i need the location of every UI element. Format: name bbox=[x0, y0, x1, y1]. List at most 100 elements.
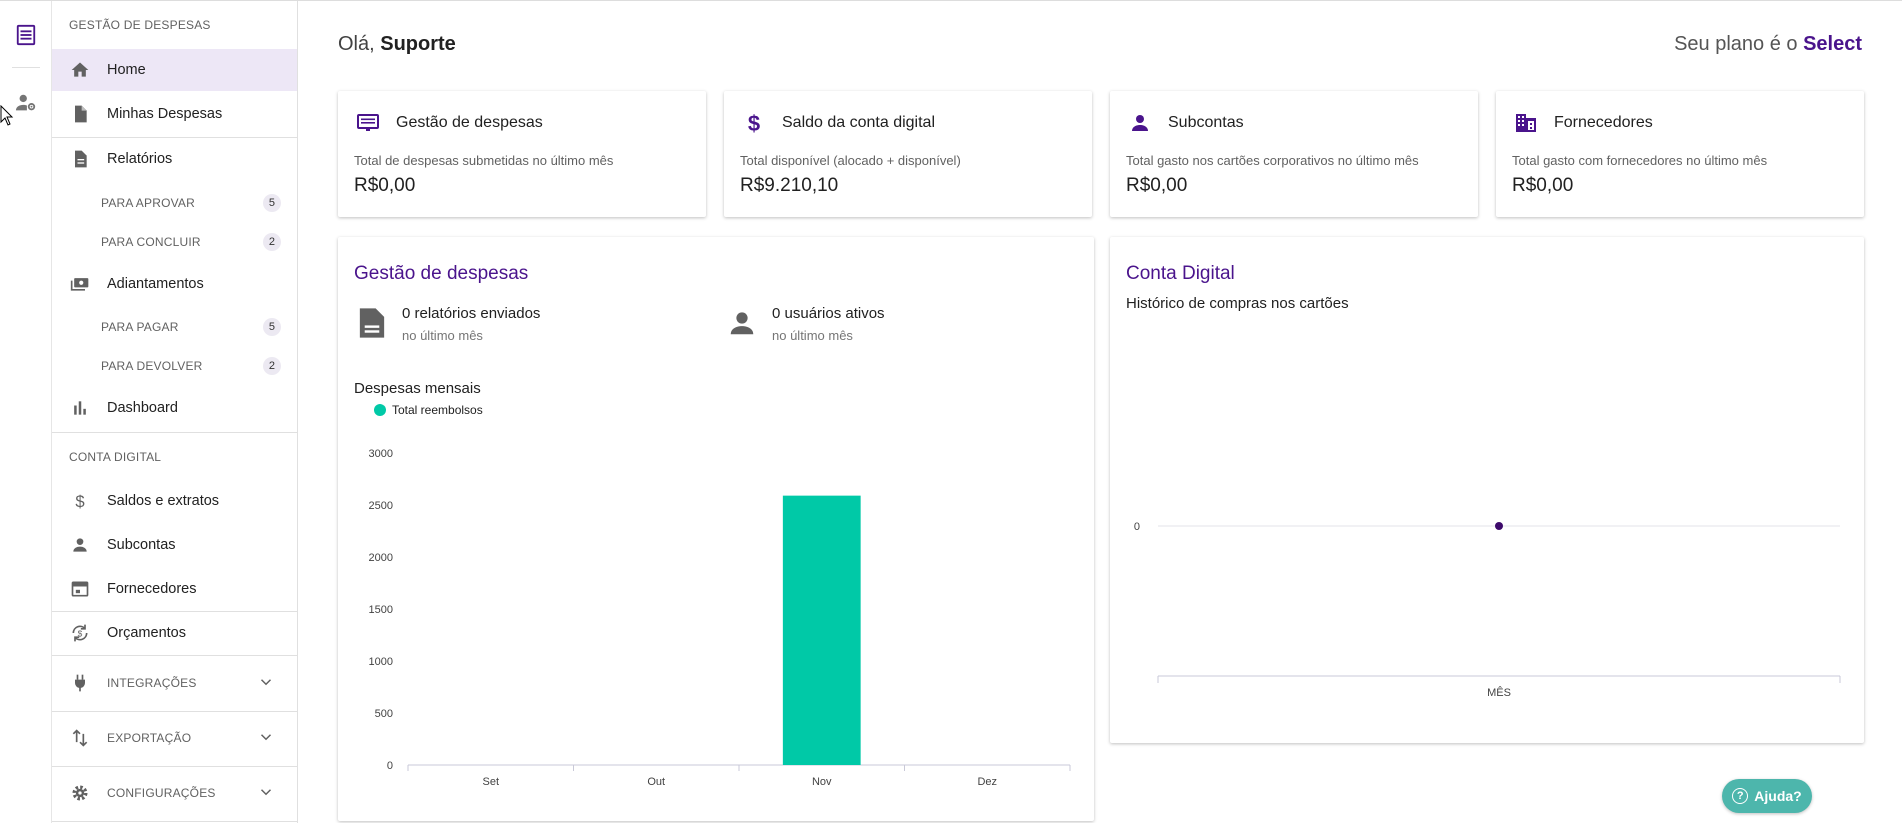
report-icon bbox=[354, 305, 390, 341]
sidebar-subitem-label: PARA DEVOLVER bbox=[101, 359, 203, 373]
sidebar-group-export[interactable]: EXPORTAÇÃO bbox=[52, 715, 297, 761]
person-icon bbox=[69, 534, 91, 556]
stat-card-expenses[interactable]: Gestão de despesas Total de despesas sub… bbox=[338, 91, 706, 217]
sidebar-subitem-label: PARA CONCLUIR bbox=[101, 235, 201, 249]
count-badge: 5 bbox=[263, 194, 281, 212]
data-point[interactable] bbox=[1495, 522, 1503, 530]
digital-panel: Conta Digital Histórico de compras nos c… bbox=[1110, 237, 1864, 743]
bar-chart-icon bbox=[69, 397, 91, 419]
sidebar-item-label: Saldos e extratos bbox=[107, 493, 220, 509]
sidebar-subitem-to-approve[interactable]: PARA APROVAR 5 bbox=[52, 185, 297, 221]
svg-text:$: $ bbox=[78, 628, 83, 638]
mouse-cursor-icon bbox=[0, 104, 14, 132]
sidebar-item-label: Relatórios bbox=[107, 151, 173, 167]
sidebar-item-dashboard[interactable]: Dashboard bbox=[52, 387, 297, 429]
y-tick-label: 3000 bbox=[369, 448, 393, 460]
sidebar-group-label: INTEGRAÇÕES bbox=[107, 676, 197, 690]
x-tick-label: Set bbox=[482, 776, 499, 788]
sidebar-subitem-to-return[interactable]: PARA DEVOLVER 2 bbox=[52, 348, 297, 384]
sidebar-item-label: Adiantamentos bbox=[107, 276, 204, 292]
chevron-down-icon bbox=[257, 728, 275, 749]
stat-card-subaccounts[interactable]: Subcontas Total gasto nos cartões corpor… bbox=[1110, 91, 1478, 217]
svg-text:$: $ bbox=[748, 111, 760, 135]
sidebar-item-subaccounts[interactable]: Subcontas bbox=[52, 524, 297, 566]
sidebar-item-label: Orçamentos bbox=[107, 625, 186, 641]
sidebar-subitem-label: PARA APROVAR bbox=[101, 196, 195, 210]
stat-card-desc: Total de despesas submetidas no último m… bbox=[354, 153, 614, 168]
sidebar-group-settings[interactable]: CONFIGURAÇÕES bbox=[52, 770, 297, 816]
help-button[interactable]: ? Ajuda? bbox=[1722, 779, 1812, 813]
sidebar-divider bbox=[52, 655, 297, 656]
building-icon bbox=[1514, 111, 1538, 135]
person-icon bbox=[1128, 111, 1152, 135]
sidebar-item-reports[interactable]: Relatórios bbox=[52, 138, 297, 180]
sidebar-item-my-expenses[interactable]: Minhas Despesas bbox=[52, 93, 297, 135]
greeting-prefix: Olá, bbox=[338, 33, 375, 55]
y-tick-label: 1000 bbox=[369, 656, 393, 668]
sidebar-subitem-to-finish[interactable]: PARA CONCLUIR 2 bbox=[52, 224, 297, 260]
active-users-count: 0 usuários ativos bbox=[772, 305, 885, 322]
sidebar-item-label: Home bbox=[107, 62, 146, 78]
budget-cycle-icon: $ bbox=[69, 622, 91, 644]
reports-sent-metric: 0 relatórios enviados no último mês bbox=[354, 305, 540, 343]
stat-card-value: R$0,00 bbox=[1512, 175, 1574, 196]
person-icon bbox=[724, 305, 760, 341]
plan-prefix: Seu plano é o bbox=[1674, 33, 1798, 55]
help-label: Ajuda? bbox=[1754, 788, 1802, 804]
sidebar-subitem-to-pay[interactable]: PARA PAGAR 5 bbox=[52, 309, 297, 345]
monthly-expenses-chart: Total reembolsos 0 500 1000 1500 2000 2500 3000… bbox=[369, 403, 1071, 788]
x-tick-label: Nov bbox=[812, 776, 832, 788]
rail-divider bbox=[12, 67, 40, 68]
app-rail bbox=[0, 1, 52, 823]
sidebar-section-expenses: GESTÃO DE DESPESAS bbox=[69, 18, 211, 32]
user-settings-icon[interactable] bbox=[10, 87, 42, 119]
plan-info: Seu plano é o Select bbox=[1674, 33, 1862, 56]
sidebar-item-home[interactable]: Home bbox=[52, 49, 297, 91]
sidebar-divider bbox=[52, 432, 297, 433]
greeting: Olá, Suporte bbox=[338, 33, 456, 56]
gear-icon bbox=[69, 782, 91, 804]
stat-card-desc: Total gasto com fornecedores no último m… bbox=[1512, 153, 1768, 168]
stat-card-title: Fornecedores bbox=[1554, 114, 1653, 131]
sidebar-item-label: Dashboard bbox=[107, 400, 178, 416]
chevron-down-icon bbox=[257, 783, 275, 804]
digital-panel-subtitle: Histórico de compras nos cartões bbox=[1126, 295, 1349, 312]
sidebar-item-label: Fornecedores bbox=[107, 581, 197, 597]
stat-card-desc: Total disponível (alocado + disponível) bbox=[740, 153, 961, 168]
y-tick-label: 0 bbox=[1134, 521, 1140, 533]
active-users-metric: 0 usuários ativos no último mês bbox=[724, 305, 885, 343]
sidebar-divider bbox=[52, 711, 297, 712]
stat-card-balance[interactable]: $ Saldo da conta digital Total disponível… bbox=[724, 91, 1092, 217]
sidebar-item-balances[interactable]: $ Saldos e extratos bbox=[52, 480, 297, 522]
dollar-icon: $ bbox=[742, 111, 766, 135]
stat-card-title: Gestão de despesas bbox=[396, 114, 543, 131]
digital-panel-title: Conta Digital bbox=[1126, 263, 1235, 284]
sidebar-item-suppliers[interactable]: Fornecedores bbox=[52, 568, 297, 610]
legend-marker[interactable] bbox=[374, 404, 386, 416]
file-icon bbox=[69, 103, 91, 125]
stat-card-title: Subcontas bbox=[1168, 114, 1244, 131]
sidebar-divider bbox=[52, 611, 297, 612]
report-icon bbox=[69, 148, 91, 170]
user-name: Suporte bbox=[380, 33, 456, 55]
sidebar-item-advances[interactable]: Adiantamentos bbox=[52, 263, 297, 305]
legend-label[interactable]: Total reembolsos bbox=[392, 403, 483, 417]
stat-card-suppliers[interactable]: Fornecedores Total gasto com fornecedore… bbox=[1496, 91, 1864, 217]
question-icon: ? bbox=[1732, 788, 1749, 804]
stat-card-value: R$0,00 bbox=[1126, 175, 1188, 196]
sidebar-group-integrations[interactable]: INTEGRAÇÕES bbox=[52, 660, 297, 706]
monthly-chart-title: Despesas mensais bbox=[354, 380, 481, 397]
bar[interactable] bbox=[782, 495, 861, 765]
stat-card-value: R$0,00 bbox=[354, 175, 416, 196]
sidebar-item-label: Minhas Despesas bbox=[107, 106, 223, 122]
stat-card-title: Saldo da conta digital bbox=[782, 114, 935, 131]
expenses-module-icon[interactable] bbox=[10, 19, 42, 51]
money-icon bbox=[69, 273, 91, 295]
sidebar-subitem-label: PARA PAGAR bbox=[101, 320, 179, 334]
count-badge: 2 bbox=[263, 357, 281, 375]
plan-name: Select bbox=[1803, 33, 1862, 55]
y-tick-label: 2500 bbox=[369, 500, 393, 512]
sidebar-divider bbox=[52, 766, 297, 767]
store-icon bbox=[69, 578, 91, 600]
sidebar-item-budgets[interactable]: $ Orçamentos bbox=[52, 612, 297, 654]
